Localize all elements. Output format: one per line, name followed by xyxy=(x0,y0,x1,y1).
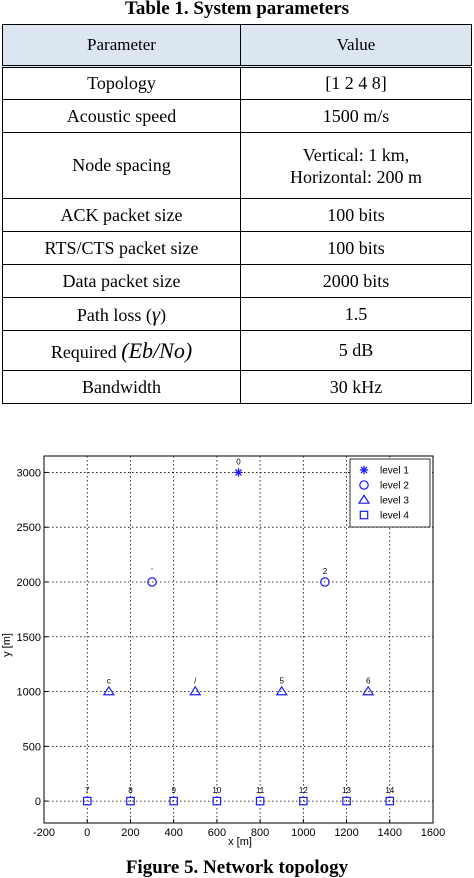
data-point-triangle xyxy=(189,685,202,696)
table-header-row: Parameter Value xyxy=(2,24,472,67)
data-point-circle xyxy=(320,577,330,587)
x-tick-label: 400 xyxy=(164,827,182,839)
x-tick-label: 1400 xyxy=(378,827,402,839)
param-cell: RTS/CTS packet size xyxy=(2,231,241,265)
gamma-symbol: γ xyxy=(151,301,161,326)
legend-label: level 2 xyxy=(380,481,409,492)
legend-label: level 4 xyxy=(380,511,409,522)
point-label: 0 xyxy=(236,457,241,466)
param-cell: Acoustic speed xyxy=(2,99,241,133)
data-point-square xyxy=(126,796,135,806)
y-tick-label: 3000 xyxy=(17,467,41,479)
param-text: Path loss ( xyxy=(76,304,152,325)
point-label: 8 xyxy=(128,786,133,795)
x-axis-label: x [m] xyxy=(228,836,252,848)
table-row: Topology [1 2 4 8] xyxy=(2,66,472,100)
table-title: Table 1. System parameters xyxy=(124,0,350,19)
point-label: 12 xyxy=(299,786,308,795)
param-close: ) xyxy=(160,304,167,325)
legend-marker-triangle xyxy=(357,494,371,504)
point-label: 14 xyxy=(385,786,394,795)
data-point-square xyxy=(342,796,351,806)
point-label: 5 xyxy=(279,677,284,686)
table-row: Data packet size 2000 bits xyxy=(2,264,472,298)
point-label: 2 xyxy=(323,567,328,576)
table-row: Bandwidth 30 kHz xyxy=(2,370,472,404)
network-topology-chart: -200 0 200 400 600 800 1000 1200 1400 16000500100… xyxy=(1,455,445,848)
y-tick-label: 1500 xyxy=(17,632,41,644)
legend-marker-circle xyxy=(359,480,369,490)
param-cell: Node spacing xyxy=(2,132,241,199)
value-cell: 100 bits xyxy=(240,198,472,232)
data-point-triangle xyxy=(275,685,288,696)
value-cell: [1 2 4 8] xyxy=(240,66,472,100)
data-point-triangle xyxy=(362,685,375,696)
param-text: Required xyxy=(50,341,117,362)
table-row: Path loss (γ) 1.5 xyxy=(2,297,472,331)
legend-label: level 1 xyxy=(380,466,409,477)
param-cell: Bandwidth xyxy=(2,370,241,404)
param-cell: Data packet size xyxy=(2,264,241,298)
y-tick-label: 2000 xyxy=(17,577,41,589)
data-point-star xyxy=(234,468,243,477)
value-cell: Vertical: 1 km, Horizontal: 200 m xyxy=(240,132,472,199)
value-cell: 2000 bits xyxy=(240,264,472,298)
param-cell: Topology xyxy=(2,66,241,100)
value-cell: 100 bits xyxy=(240,231,472,265)
y-axis-label: y [m] xyxy=(1,633,13,657)
data-point-square xyxy=(255,796,265,806)
table-row: Node spacing Vertical: 1 km, Horizontal:… xyxy=(2,132,472,199)
header-value: Value xyxy=(240,24,472,67)
legend-marker-star xyxy=(359,465,369,475)
x-tick-label: 1200 xyxy=(334,827,358,839)
value-cell: 1.5 xyxy=(240,297,472,331)
legend-label: level 3 xyxy=(380,496,409,507)
table-row: Acoustic speed 1500 m/s xyxy=(2,99,472,133)
param-cell: ACK packet size xyxy=(2,198,241,232)
param-cell: Path loss (γ) xyxy=(2,297,241,331)
point-label: 6 xyxy=(366,677,371,686)
y-tick-label: 500 xyxy=(23,741,41,753)
plot-frame xyxy=(43,455,434,824)
value-cell: 30 kHz xyxy=(240,370,472,404)
point-label: 9 xyxy=(171,786,176,795)
point-label: 7 xyxy=(85,786,90,795)
value-line-2: Horizontal: 200 m xyxy=(290,166,422,187)
point-label: 13 xyxy=(342,786,351,795)
value-cell: 1500 m/s xyxy=(240,99,472,133)
data-point-square xyxy=(385,796,395,806)
data-point-triangle xyxy=(102,685,115,696)
param-cell: Required (Eb/No) xyxy=(2,330,241,371)
x-tick-label: 1600 xyxy=(421,827,445,839)
data-point-square xyxy=(169,796,178,806)
y-tick-label: 0 xyxy=(35,796,41,808)
x-tick-label: 1000 xyxy=(291,827,315,839)
point-label: 10 xyxy=(212,786,221,795)
x-tick-label: 800 xyxy=(251,827,269,839)
x-tick-label: -200 xyxy=(33,827,55,839)
figure-caption: Figure 5. Network topology xyxy=(125,857,349,878)
value-cell: 5 dB xyxy=(240,330,472,371)
data-point-square xyxy=(299,796,308,806)
point-label: 11 xyxy=(256,786,265,795)
table-row: ACK packet size 100 bits xyxy=(2,198,472,232)
table-row: Required (Eb/No) 5 dB xyxy=(2,330,472,371)
point-label: / xyxy=(194,677,197,686)
y-tick-label: 1000 xyxy=(17,687,41,699)
table-row: RTS/CTS packet size 100 bits xyxy=(2,231,472,265)
x-tick-label: 200 xyxy=(121,827,139,839)
legend-marker-square xyxy=(359,510,369,520)
x-tick-label: 600 xyxy=(208,827,226,839)
eb-no-formula: (Eb/No) xyxy=(121,337,193,363)
x-tick-label: 0 xyxy=(84,827,90,839)
system-parameters-table: Parameter Value Topology [1 2 4 8] Acous… xyxy=(2,24,472,404)
value-line-1: Vertical: 1 km, xyxy=(302,144,410,165)
y-tick-label: 2500 xyxy=(17,522,41,534)
point-label: c xyxy=(107,677,111,686)
data-point-circle xyxy=(147,577,157,587)
point-label: ' xyxy=(151,567,153,576)
data-point-square xyxy=(82,796,92,806)
data-point-square xyxy=(212,796,222,806)
header-parameter: Parameter xyxy=(2,24,241,67)
